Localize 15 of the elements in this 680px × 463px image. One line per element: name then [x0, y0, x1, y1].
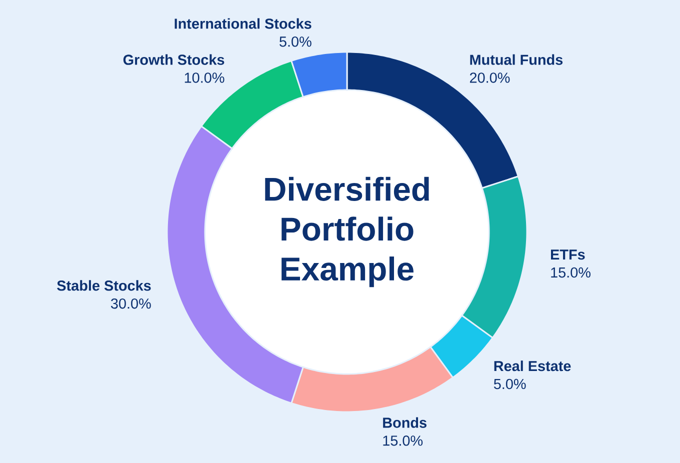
data-label: 30.0% — [110, 298, 151, 309]
data-label: 20.0% — [470, 72, 510, 83]
text: Diversified Portfolio Example — [265, 176, 429, 288]
data-label: 15.0% — [383, 436, 423, 446]
slice-label: ETFs — [551, 250, 585, 260]
data-label: 5.0% — [280, 36, 312, 47]
data-label: 5.0% — [494, 378, 526, 390]
slice-label: Mutual Funds — [470, 54, 563, 65]
slice-label: Bonds — [383, 417, 426, 428]
slice-label: Growth Stocks — [123, 54, 224, 65]
data-label: 15.0% — [551, 267, 590, 278]
slice-label: International Stocks — [174, 18, 312, 29]
slice-label: Stable Stocks — [57, 280, 151, 291]
slice-label: Real Estate — [494, 360, 571, 372]
data-label: 10.0% — [184, 72, 224, 83]
